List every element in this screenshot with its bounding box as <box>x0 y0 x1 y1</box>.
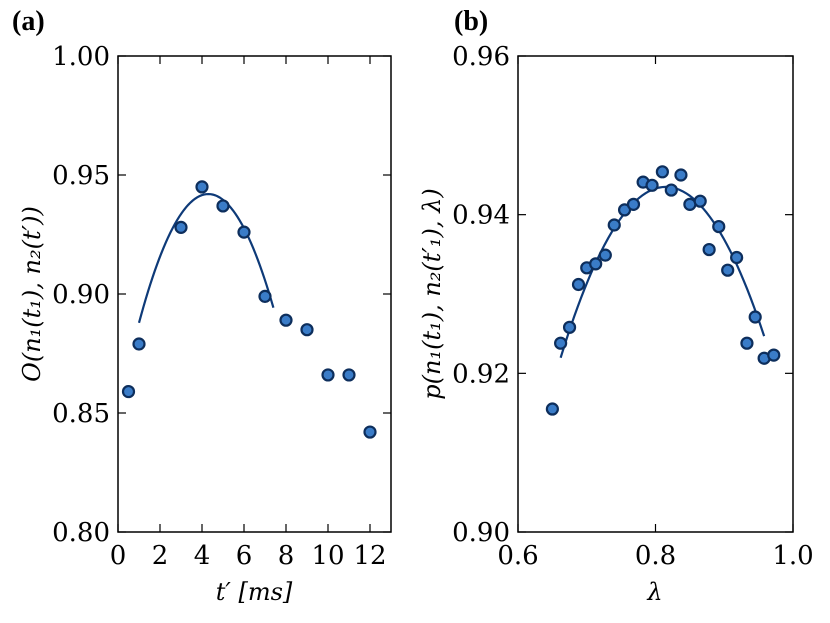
panel-a-data-point <box>216 199 230 213</box>
panel-a-x-tick-label: 6 <box>236 541 253 571</box>
panel-a-fit <box>137 192 275 324</box>
panel-a-data-point <box>363 425 377 439</box>
panel-b-points <box>545 165 781 416</box>
panel-b-data-point <box>702 242 716 257</box>
panel-b-axes: 0.6 0.8 1.0 0.90 0.92 0.94 0.96 <box>452 42 814 571</box>
panel-a-x-tick-label: 10 <box>311 541 344 571</box>
panel-b-data-point <box>655 165 669 179</box>
panel-a-x-tick-label: 8 <box>278 541 295 571</box>
panel-a-axes: 0 2 4 6 8 10 12 0.80 0.85 0.90 0.95 1.00 <box>52 42 391 571</box>
panel-a-y-tick-label: 0.95 <box>52 161 110 191</box>
panel-b-data-point <box>645 178 659 192</box>
panel-b-data-point <box>748 310 762 324</box>
panel-b-plot-frame <box>517 55 794 533</box>
panel-a-data-point <box>321 368 335 382</box>
panel-a-plot-frame <box>117 55 392 533</box>
panel-b-x-axis-label: λ <box>646 578 662 606</box>
panel-a-data-point <box>300 323 314 337</box>
panel-a-y-tick-label: 0.85 <box>52 399 110 429</box>
panel-a-fit-curve <box>137 192 275 324</box>
panel-a-y-tick-label: 0.90 <box>52 280 110 310</box>
panel-b-y-tick-label: 0.90 <box>452 518 510 548</box>
panel-a-x-tick-label: 4 <box>194 541 211 571</box>
panel-b-data-point <box>589 257 603 271</box>
panel-a-points <box>121 180 377 439</box>
panel-b-data-point <box>740 336 754 350</box>
panel-b-data-point <box>554 336 568 350</box>
panel-b-data-point <box>730 250 744 265</box>
panel-a-data-point <box>195 180 209 194</box>
panel-b-data-point <box>674 168 688 182</box>
panel-b-data-point <box>607 218 621 232</box>
panel-a-x-tick-label: 12 <box>353 541 386 571</box>
panel-a-x-axis-label: t′ [ms] <box>216 578 293 606</box>
panel-b-x-tick-label: 0.6 <box>497 541 538 571</box>
panel-b: (b) 0.6 0.8 1.0 0.90 0.92 0.94 0.96 λ p(n₁(t₁)… <box>418 6 814 606</box>
panel-a-data-point <box>342 368 356 382</box>
panel-b-data-point <box>562 320 577 334</box>
panel-b-data-point <box>626 197 641 211</box>
panel-b-data-point <box>721 263 735 277</box>
panel-b-data-point <box>598 248 612 262</box>
panel-a-label: (a) <box>12 6 45 37</box>
panel-a-data-point <box>121 384 136 399</box>
panel-a-data-point <box>132 337 146 351</box>
panel-b-y-axis-label: p(n₁(t₁), n₂(t′₁), λ) <box>418 188 446 399</box>
panel-a-x-tick-label: 0 <box>110 541 127 571</box>
panel-b-y-tick-label: 0.96 <box>452 42 510 72</box>
panel-a: (a) 0 2 4 6 8 10 12 0.80 0.85 0.90 0.95 1.00 t′ [ms… <box>12 6 392 606</box>
panel-b-data-point <box>664 183 678 197</box>
panel-b-data-point <box>767 348 781 362</box>
panel-b-y-tick-label: 0.92 <box>452 359 510 389</box>
panel-b-data-point <box>712 219 726 234</box>
panel-b-x-tick-label: 1.0 <box>772 541 813 571</box>
panel-a-y-tick-label: 1.00 <box>52 42 110 72</box>
panel-a-data-point <box>258 289 272 303</box>
panel-b-data-point <box>571 277 586 292</box>
panel-a-data-point <box>174 220 188 234</box>
panel-b-y-tick-label: 0.94 <box>452 201 510 231</box>
panel-b-data-point <box>545 402 559 416</box>
panel-a-y-axis-label: O(n₁(t₁), n₂(t′)) <box>18 206 46 382</box>
panel-b-x-tick-label: 0.8 <box>635 541 676 571</box>
panel-a-y-tick-label: 0.80 <box>52 518 110 548</box>
panel-a-x-tick-label: 2 <box>152 541 169 571</box>
panel-a-data-point <box>279 313 293 327</box>
panel-b-data-point <box>693 194 707 208</box>
panel-b-label: (b) <box>454 6 488 37</box>
panel-a-data-point <box>237 225 251 239</box>
